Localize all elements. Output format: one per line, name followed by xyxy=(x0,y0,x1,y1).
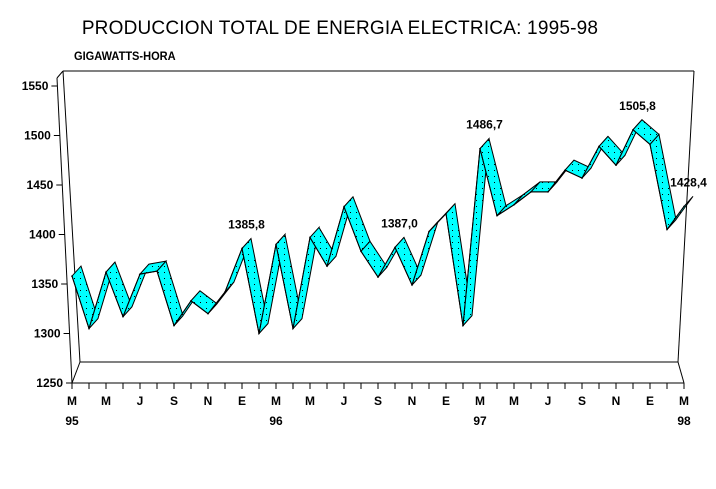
data-label: 1428,4 xyxy=(670,175,707,189)
data-point xyxy=(615,164,617,166)
x-year-label: 98 xyxy=(677,414,691,428)
data-point xyxy=(530,191,532,193)
y-tick-label: 1350 xyxy=(31,277,58,291)
x-tick-label: N xyxy=(408,394,417,408)
data-point xyxy=(207,312,209,315)
data-point xyxy=(394,246,396,249)
data-point xyxy=(224,291,226,293)
x-tick-label: M xyxy=(101,394,111,408)
back-wall-right-edge xyxy=(677,70,695,363)
x-tick-label: M xyxy=(305,394,315,408)
y-axis-unit-label: GIGAWATTS-HORA xyxy=(74,49,176,63)
data-label: 1387,0 xyxy=(381,216,418,230)
data-ribbon xyxy=(71,119,694,336)
top-left-depth-edge xyxy=(56,70,64,79)
data-point xyxy=(241,247,243,250)
x-year-label: 96 xyxy=(269,414,283,428)
data-point xyxy=(88,327,90,330)
data-point xyxy=(445,212,447,215)
back-wall-left-edge xyxy=(62,70,81,363)
data-point xyxy=(377,276,379,278)
x-tick-label: N xyxy=(612,394,621,408)
data-point xyxy=(122,315,124,318)
y-tick-label: 1500 xyxy=(24,129,51,143)
y-tick-label: 1450 xyxy=(27,178,54,192)
x-year-label: 95 xyxy=(65,414,79,428)
chart-frame xyxy=(56,70,695,384)
data-point xyxy=(139,273,141,275)
data-point xyxy=(343,205,345,208)
data-point xyxy=(292,327,294,330)
x-tick-label: S xyxy=(170,394,178,408)
x-tick-label: J xyxy=(341,394,348,408)
data-point xyxy=(190,300,192,302)
y-tick-label: 1400 xyxy=(29,228,56,242)
data-point xyxy=(105,271,107,273)
y-tick-label: 1300 xyxy=(34,327,61,341)
chart-title: PRODUCCION TOTAL DE ENERGIA ELECTRICA: 1… xyxy=(81,18,599,39)
data-point xyxy=(411,284,413,286)
data-point xyxy=(428,230,430,233)
data-point xyxy=(513,204,515,206)
data-point xyxy=(258,332,260,335)
x-tick-label: N xyxy=(204,394,213,408)
data-point xyxy=(173,324,175,327)
axes: 1250 1300 1350 1400 1450 1500 1550 M 95 M J S N E M 96 M… xyxy=(22,77,691,428)
ribbon-segment xyxy=(156,260,184,327)
x-tick-label: E xyxy=(238,394,246,408)
x-year-label: 97 xyxy=(473,414,487,428)
data-labels: 1385,8 1387,0 1486,7 1505,8 1428,4 xyxy=(228,99,707,232)
x-tick-label: M xyxy=(271,394,281,408)
data-point xyxy=(496,214,498,217)
x-tick-label: J xyxy=(137,394,144,408)
data-point xyxy=(666,228,668,231)
y-axis-line xyxy=(56,77,73,384)
data-point xyxy=(275,243,277,246)
data-point xyxy=(360,250,362,253)
data-point xyxy=(326,265,328,267)
x-tick-label: M xyxy=(67,394,77,408)
data-point xyxy=(309,236,311,239)
data-point xyxy=(683,205,685,208)
data-label: 1385,8 xyxy=(228,218,265,232)
y-tick-label: 1250 xyxy=(36,376,63,390)
data-label: 1486,7 xyxy=(466,118,503,132)
y-tick-label: 1550 xyxy=(22,79,49,93)
x-tick-label: E xyxy=(442,394,450,408)
data-label: 1505,8 xyxy=(619,99,656,113)
x-tick-label: E xyxy=(646,394,654,408)
data-point xyxy=(581,177,583,179)
floor-left-edge xyxy=(71,361,81,384)
data-point xyxy=(156,270,158,272)
data-point xyxy=(632,128,634,131)
data-point xyxy=(547,191,549,193)
floor-right-edge xyxy=(677,361,685,384)
data-point xyxy=(462,324,464,327)
data-point xyxy=(71,275,73,277)
x-tick-label: M xyxy=(679,394,689,408)
x-tick-label: J xyxy=(545,394,552,408)
data-point xyxy=(649,143,651,146)
x-tick-label: S xyxy=(374,394,382,408)
x-tick-label: S xyxy=(578,394,586,408)
data-point xyxy=(564,169,566,171)
x-tick-label: M xyxy=(475,394,485,408)
ribbon-segment xyxy=(343,195,371,253)
data-point xyxy=(479,147,481,150)
x-tick-label: M xyxy=(509,394,519,408)
ribbon-segment xyxy=(411,221,439,286)
data-point xyxy=(598,145,600,148)
